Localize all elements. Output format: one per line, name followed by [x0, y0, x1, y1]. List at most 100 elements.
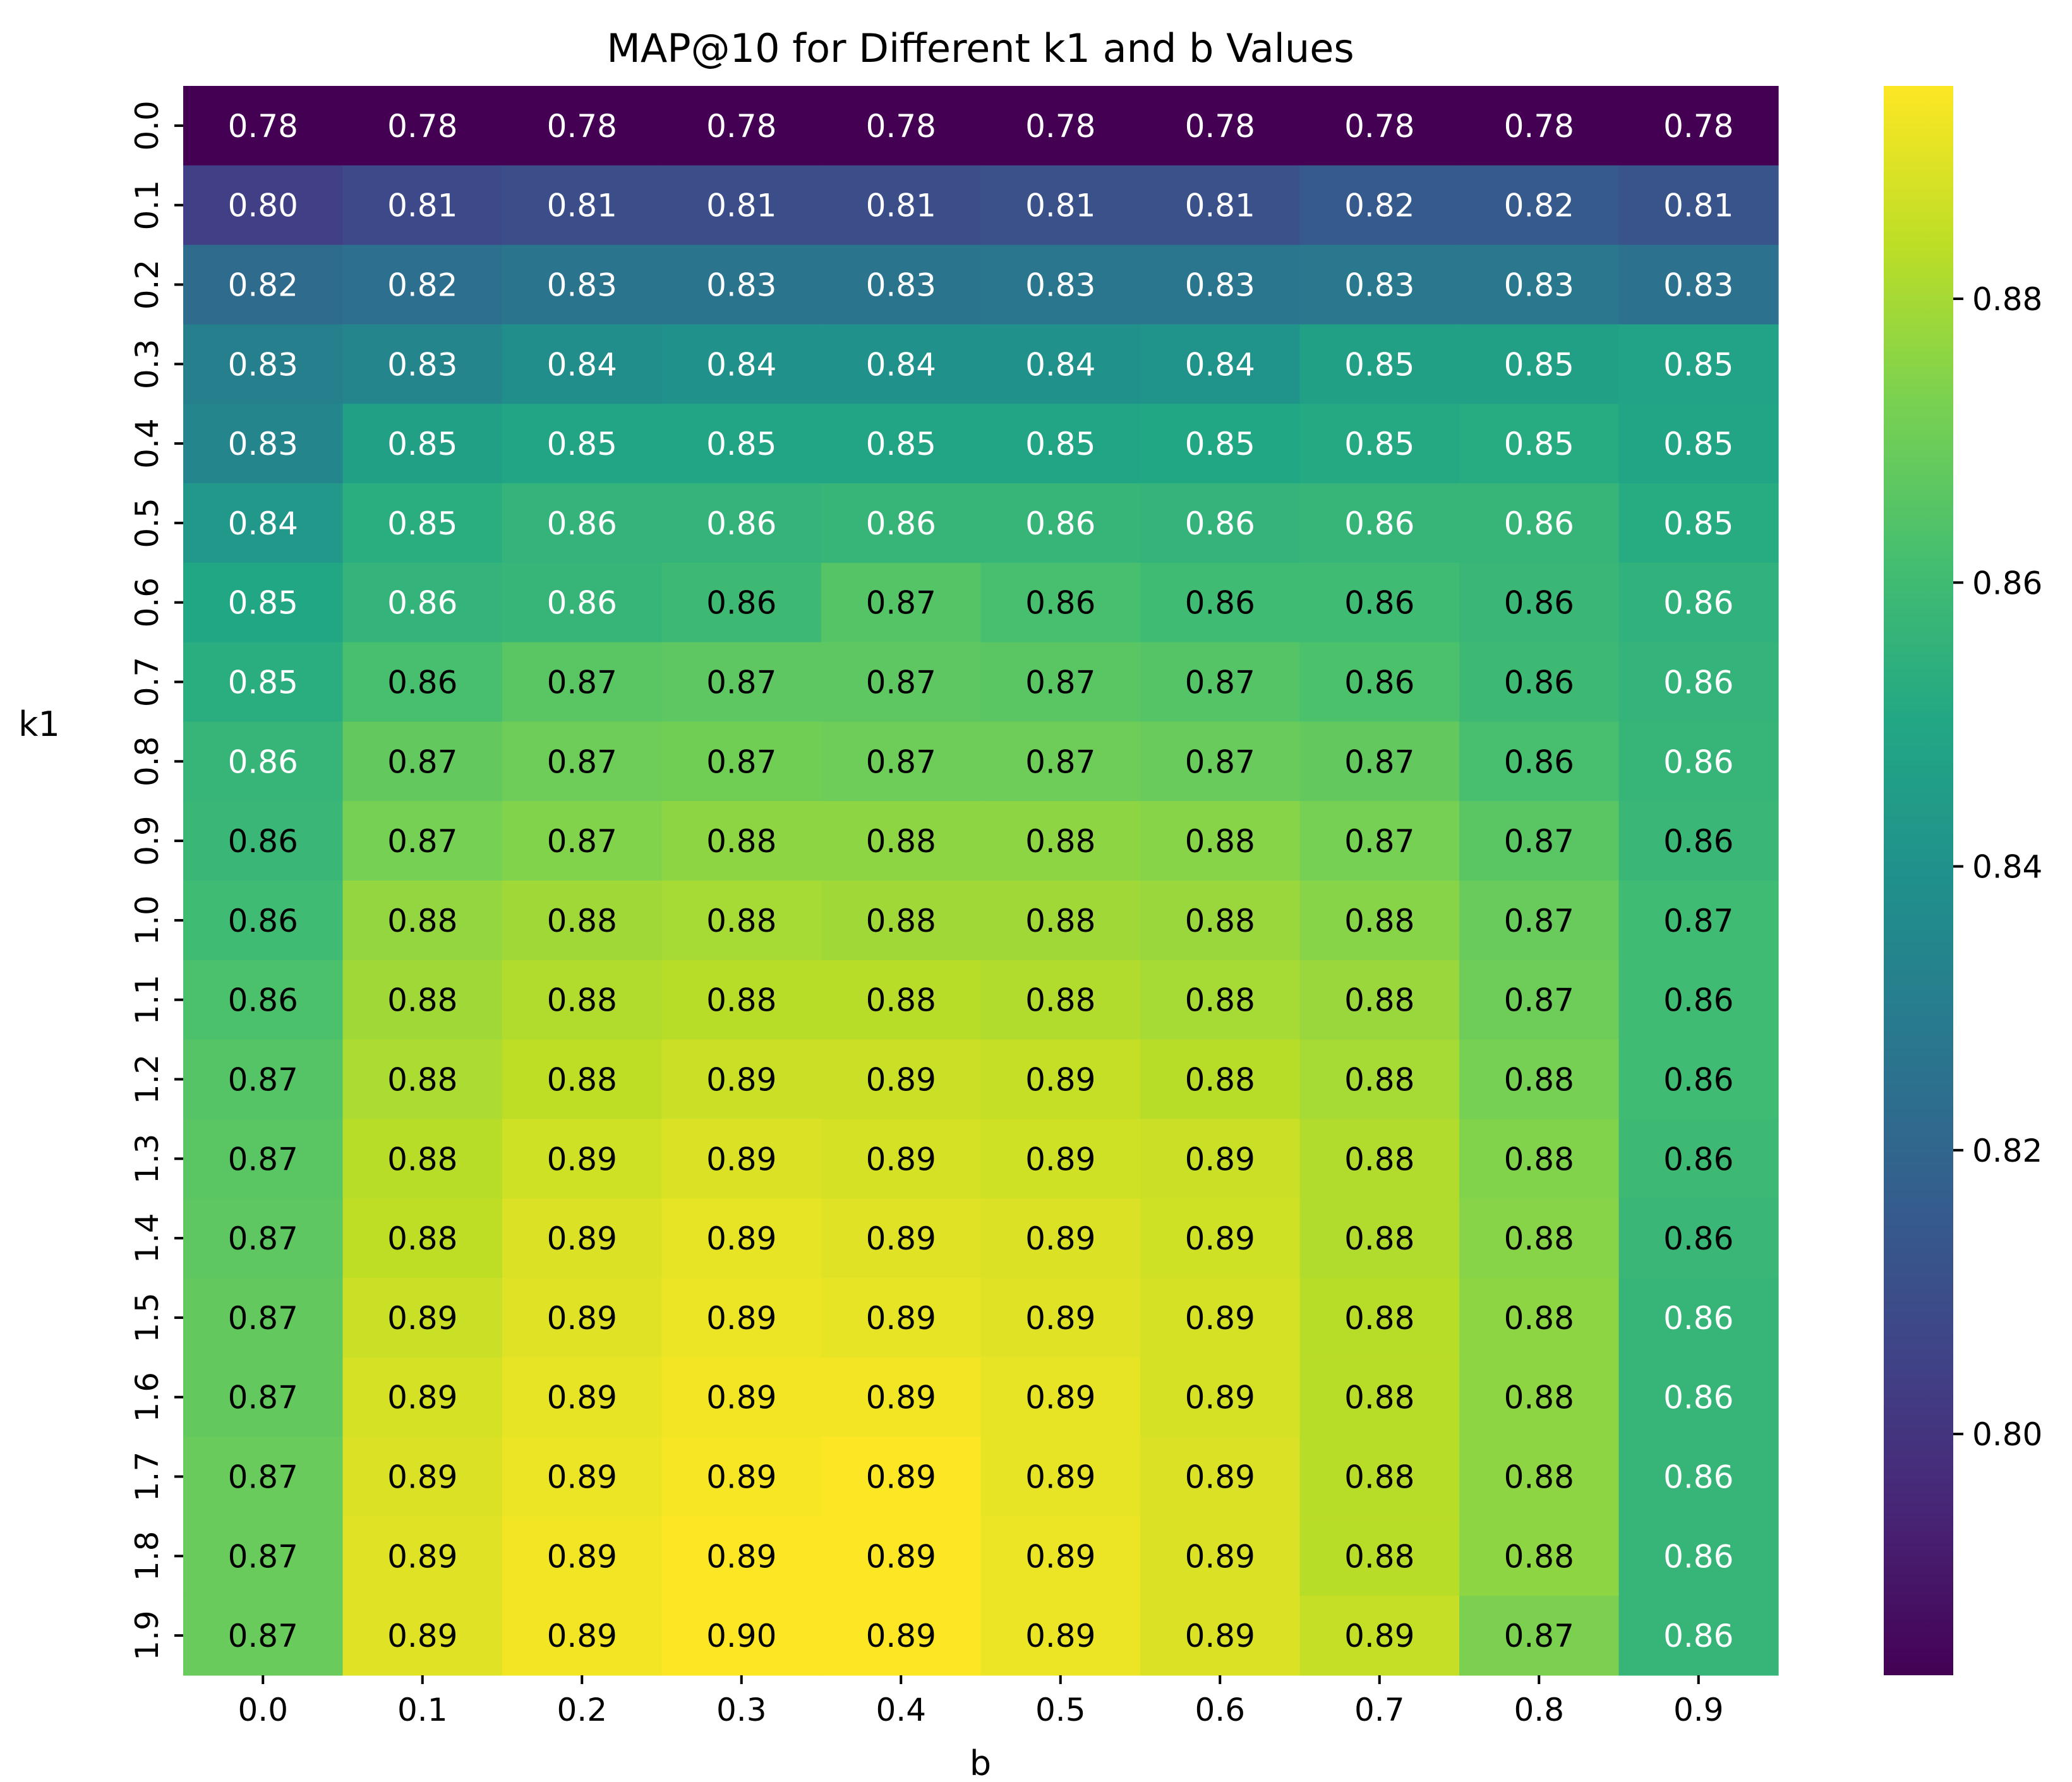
heatmap-cell — [1140, 1119, 1301, 1199]
heatmap-cell — [342, 244, 503, 325]
heatmap-cell — [1299, 483, 1460, 563]
y-tick-label: 0.6 — [129, 577, 166, 628]
cell-value-label: 0.89 — [1185, 1459, 1255, 1496]
cell-value-label: 0.89 — [1185, 1300, 1255, 1337]
x-tick-label: 0.9 — [1673, 1692, 1724, 1728]
heatmap-cell — [1299, 1198, 1460, 1279]
heatmap-cell — [502, 244, 663, 325]
heatmap-cell — [1299, 881, 1460, 961]
cell-value-label: 0.88 — [1344, 1380, 1414, 1416]
cell-value-label: 0.86 — [1663, 982, 1733, 1019]
cell-value-label: 0.88 — [1344, 903, 1414, 939]
cell-value-label: 0.83 — [1344, 267, 1414, 304]
heatmap-cell — [980, 721, 1141, 802]
heatmap-cell — [1459, 642, 1620, 722]
cell-value-label: 0.78 — [1663, 108, 1733, 145]
heatmap-cell — [1140, 960, 1301, 1040]
heatmap-cell — [1618, 801, 1779, 881]
y-tick-label: 1.7 — [129, 1452, 166, 1502]
cell-value-label: 0.78 — [706, 108, 776, 145]
cell-value-label: 0.78 — [1344, 108, 1414, 145]
heatmap-cell — [821, 642, 982, 722]
cell-value-label: 0.87 — [706, 744, 776, 780]
heatmap-cell — [821, 244, 982, 325]
cell-value-label: 0.86 — [1025, 585, 1095, 622]
cell-value-label: 0.83 — [228, 346, 298, 383]
heatmap-cell — [1140, 165, 1301, 246]
cell-value-label: 0.89 — [1025, 1380, 1095, 1416]
heatmap-cell — [980, 404, 1141, 484]
cell-value-label: 0.89 — [547, 1459, 617, 1496]
heatmap-cell — [1299, 1119, 1460, 1199]
cell-value-label: 0.89 — [1185, 1220, 1255, 1257]
heatmap-cell — [342, 642, 503, 722]
y-tick-label: 1.1 — [129, 975, 166, 1025]
heatmap-cell — [980, 86, 1141, 166]
heatmap-cell — [342, 1436, 503, 1517]
cell-value-label: 0.87 — [1504, 1618, 1574, 1654]
heatmap-cell — [1140, 1278, 1301, 1358]
cell-value-label: 0.89 — [387, 1538, 457, 1575]
cell-value-label: 0.89 — [706, 1380, 776, 1416]
heatmap-cell — [342, 404, 503, 484]
cell-value-label: 0.88 — [387, 1141, 457, 1177]
heatmap-cell — [342, 86, 503, 166]
cell-value-label: 0.89 — [387, 1300, 457, 1337]
cell-value-label: 0.86 — [1185, 505, 1255, 542]
heatmap-cell — [502, 165, 663, 246]
cell-value-label: 0.86 — [1504, 505, 1574, 542]
heatmap-cell — [1618, 244, 1779, 325]
heatmap-cell — [821, 1516, 982, 1596]
cell-value-label: 0.89 — [1185, 1618, 1255, 1654]
heatmap-cell — [183, 801, 344, 881]
cell-value-label: 0.87 — [228, 1300, 298, 1337]
cell-value-label: 0.89 — [1025, 1220, 1095, 1257]
cell-value-label: 0.86 — [1663, 1300, 1733, 1337]
heatmap-cell — [1459, 801, 1620, 881]
heatmap-cell — [1140, 1596, 1301, 1676]
heatmap-cell — [502, 1278, 663, 1358]
cell-value-label: 0.86 — [866, 505, 936, 542]
heatmap-cell — [821, 960, 982, 1040]
cell-value-label: 0.88 — [387, 982, 457, 1019]
heatmap-cell — [1618, 1278, 1779, 1358]
y-axis-label: k1 — [18, 704, 60, 744]
heatmap-cell — [1140, 721, 1301, 802]
colorbar-ticks: 0.80 0.82 0.84 0.86 0.88 — [1953, 281, 2042, 1453]
cell-value-label: 0.89 — [866, 1538, 936, 1575]
heatmap-cell — [183, 1596, 344, 1676]
x-axis-ticks: 0.0 0.1 0.2 0.3 0.4 0.5 0.6 0.7 0.8 0.9 — [238, 1675, 1724, 1728]
cell-value-label: 0.86 — [547, 505, 617, 542]
heatmap-cell — [342, 881, 503, 961]
heatmap-cell — [661, 1039, 822, 1119]
heatmap-cell — [661, 960, 822, 1040]
cell-value-label: 0.89 — [866, 1380, 936, 1416]
cell-value-label: 0.84 — [547, 346, 617, 383]
cell-value-label: 0.86 — [706, 505, 776, 542]
cell-value-label: 0.81 — [706, 188, 776, 224]
cell-value-label: 0.89 — [547, 1300, 617, 1337]
heatmap-cell — [980, 642, 1141, 722]
cell-value-label: 0.84 — [228, 505, 298, 542]
heatmap-cell — [821, 1198, 982, 1279]
heatmap-cell — [1299, 960, 1460, 1040]
heatmap-cell — [661, 1596, 822, 1676]
heatmap-cell — [821, 1278, 982, 1358]
heatmap-cell — [1140, 1357, 1301, 1438]
cell-value-label: 0.78 — [866, 108, 936, 145]
heatmap-cell — [980, 1278, 1141, 1358]
cell-value-label: 0.87 — [1344, 744, 1414, 780]
heatmap-cell — [980, 1357, 1141, 1438]
heatmap-cell — [661, 86, 822, 166]
heatmap-cell — [502, 1039, 663, 1119]
cell-value-label: 0.89 — [1185, 1380, 1255, 1416]
heatmap-cell — [1618, 1119, 1779, 1199]
heatmap-cell — [980, 801, 1141, 881]
heatmap-cell — [183, 881, 344, 961]
colorbar-tick-label: 0.80 — [1972, 1416, 2042, 1453]
cell-value-label: 0.89 — [547, 1141, 617, 1177]
cell-value-label: 0.89 — [866, 1062, 936, 1099]
cell-value-label: 0.87 — [1185, 744, 1255, 780]
cell-value-label: 0.88 — [1344, 982, 1414, 1019]
y-tick-label: 1.6 — [129, 1372, 166, 1423]
